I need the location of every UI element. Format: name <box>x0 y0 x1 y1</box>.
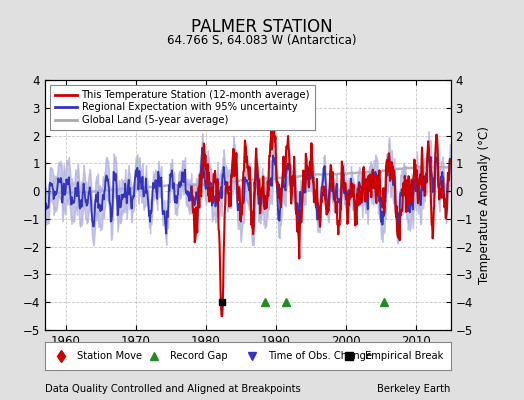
Text: Berkeley Earth: Berkeley Earth <box>377 384 451 394</box>
Text: 64.766 S, 64.083 W (Antarctica): 64.766 S, 64.083 W (Antarctica) <box>167 34 357 47</box>
Text: Empirical Break: Empirical Break <box>365 351 444 361</box>
Y-axis label: Temperature Anomaly (°C): Temperature Anomaly (°C) <box>478 126 492 284</box>
Text: Data Quality Controlled and Aligned at Breakpoints: Data Quality Controlled and Aligned at B… <box>45 384 300 394</box>
Text: PALMER STATION: PALMER STATION <box>191 18 333 36</box>
Text: Time of Obs. Change: Time of Obs. Change <box>268 351 372 361</box>
Text: Record Gap: Record Gap <box>170 351 228 361</box>
Text: Station Move: Station Move <box>77 351 142 361</box>
Legend: This Temperature Station (12-month average), Regional Expectation with 95% uncer: This Temperature Station (12-month avera… <box>50 85 315 130</box>
